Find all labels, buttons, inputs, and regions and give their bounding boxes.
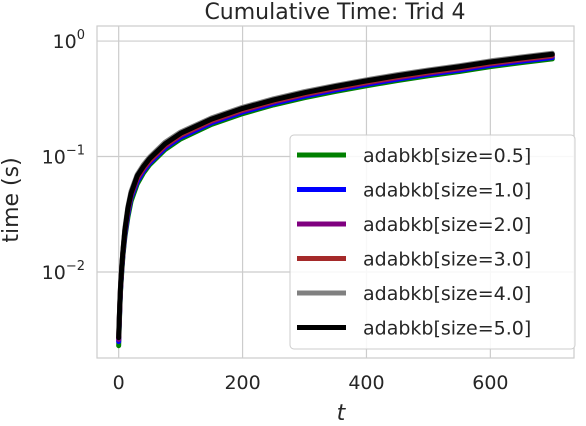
series-lines [116,50,555,349]
legend-label: adabkb[size=0.5] [363,145,531,167]
y-tick-label: 10−1 [42,144,85,169]
y-tick-exponent: 0 [77,28,85,43]
legend: adabkb[size=0.5] adabkb[size=1.0] adabkb[s… [289,134,576,350]
y-tick-base: 10 [42,262,66,284]
x-tick-label: 200 [224,372,260,394]
x-tick-label: 600 [472,372,508,394]
legend-label: adabkb[size=5.0] [363,318,531,340]
legend-label: adabkb[size=3.0] [363,249,531,271]
y-tick-exponent: −1 [66,144,85,159]
series-line-5 [116,51,555,341]
legend-label: adabkb[size=1.0] [363,180,531,202]
chart-title: Cumulative Time: Trid 4 [204,0,465,25]
legend-label: adabkb[size=4.0] [363,283,531,305]
x-axis-label: t [337,401,347,426]
y-tick-exponent: −2 [66,259,85,274]
y-tick-base: 10 [53,31,77,53]
y-axis-label: time (s) [0,157,24,242]
y-tick-label: 10−2 [42,259,85,284]
legend-label: adabkb[size=2.0] [363,214,531,236]
x-tick-label: 400 [348,372,384,394]
legend-frame [289,134,576,350]
y-tick-base: 10 [42,147,66,169]
y-tick-label: 100 [53,28,85,53]
x-tick-label: 0 [113,372,125,394]
x-ticks: 0 200 400 600 [113,372,509,394]
